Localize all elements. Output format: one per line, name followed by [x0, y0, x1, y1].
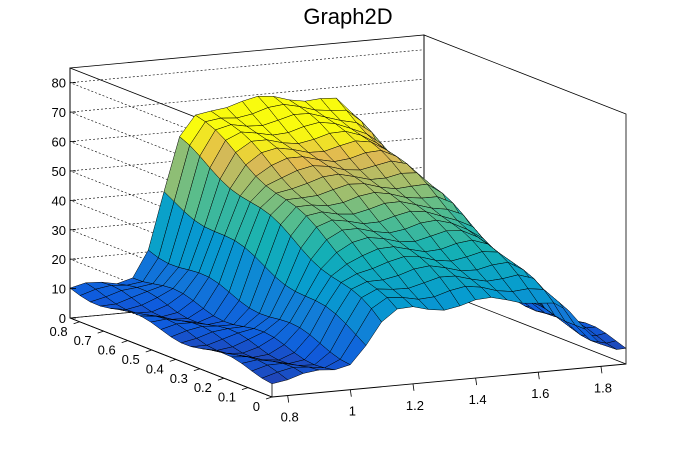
- x-tick-label: 0.8: [281, 410, 299, 425]
- z-tick-label: 80: [52, 76, 66, 91]
- y-tick-label: 0.7: [74, 333, 92, 348]
- right-wall: [423, 34, 627, 365]
- y-tick-label: 0.2: [194, 380, 212, 395]
- x-tick: [412, 383, 415, 391]
- y-tick: [241, 387, 249, 390]
- y-tick-label: 0.5: [122, 352, 140, 367]
- y-tick: [265, 396, 273, 400]
- x-tick: [349, 389, 352, 397]
- z-tick-label: 30: [52, 223, 66, 238]
- y-tick: [73, 321, 80, 325]
- y-tick-label: 0.4: [146, 361, 164, 376]
- y-tick-label: 0.8: [50, 324, 68, 339]
- z-tick-label: 40: [52, 193, 66, 208]
- chart-title: Graph2D: [303, 4, 393, 29]
- z-tick-label: 50: [52, 164, 66, 179]
- x-tick: [537, 372, 540, 380]
- x-axis-line: [271, 363, 627, 398]
- y-tick-label: 0.1: [218, 390, 236, 405]
- x-tick: [287, 395, 290, 403]
- y-tick: [193, 368, 200, 372]
- z-tick-label: 0: [59, 311, 66, 326]
- y-tick: [145, 349, 152, 353]
- y-tick-label: 0.6: [98, 343, 116, 358]
- z-tick-label: 70: [52, 105, 66, 120]
- x-tick: [600, 366, 603, 374]
- x-tick-label: 1.2: [406, 398, 424, 413]
- x-tick-label: 1: [349, 404, 356, 419]
- y-tick-label: 0.3: [170, 371, 188, 386]
- y-tick: [97, 330, 104, 334]
- y-tick: [121, 340, 128, 343]
- x-tick-label: 1.6: [531, 386, 549, 401]
- y-tick: [217, 377, 225, 381]
- x-tick-label: 1.4: [469, 392, 487, 407]
- z-tick-label: 60: [52, 135, 66, 150]
- y-tick-label: 0: [253, 399, 260, 414]
- y-tick: [169, 359, 176, 362]
- x-tick: [475, 377, 478, 386]
- x-tick-label: 1.8: [594, 380, 612, 395]
- z-tick-label: 20: [52, 252, 66, 267]
- surface-patch: [605, 340, 627, 350]
- z-tick-label: 10: [52, 282, 66, 297]
